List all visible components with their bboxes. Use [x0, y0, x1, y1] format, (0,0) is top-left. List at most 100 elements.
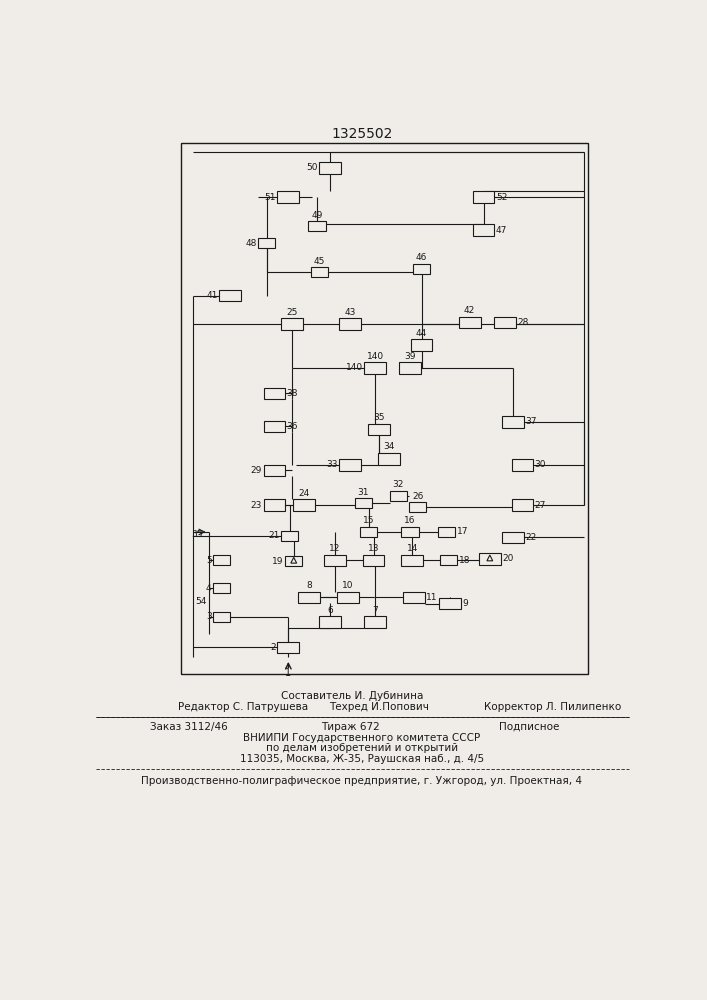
Bar	[364, 362, 386, 374]
Bar	[368, 424, 390, 435]
Bar	[413, 264, 430, 274]
Bar	[512, 499, 533, 511]
Text: 39: 39	[404, 352, 416, 361]
Text: 49: 49	[311, 211, 322, 220]
Text: 12: 12	[329, 544, 341, 553]
Bar	[361, 527, 378, 537]
Text: Составитель И. Дубинина: Составитель И. Дубинина	[281, 691, 423, 701]
Bar	[311, 267, 328, 277]
Text: 22: 22	[525, 533, 537, 542]
Bar	[339, 318, 361, 330]
Text: 26: 26	[412, 492, 423, 501]
Text: 27: 27	[534, 500, 546, 510]
Text: Техред И.Попович: Техред И.Попович	[329, 702, 428, 712]
Text: 34: 34	[383, 442, 395, 451]
Bar	[402, 555, 423, 566]
Bar	[293, 499, 315, 511]
Bar	[219, 290, 241, 301]
Text: ВНИИПИ Государственного комитета СССР: ВНИИПИ Государственного комитета СССР	[243, 733, 481, 743]
Bar	[324, 555, 346, 566]
Text: 19: 19	[272, 557, 284, 566]
Text: 50: 50	[306, 163, 317, 172]
Bar	[378, 453, 400, 465]
Bar	[409, 502, 426, 512]
Bar	[403, 592, 425, 603]
Text: 42: 42	[464, 306, 475, 315]
Text: 45: 45	[314, 257, 325, 266]
Text: 28: 28	[518, 318, 529, 327]
Text: 18: 18	[459, 556, 470, 565]
Bar	[473, 191, 494, 203]
Text: 54: 54	[195, 597, 206, 606]
Bar	[399, 362, 421, 374]
Bar	[213, 583, 230, 593]
Text: 36: 36	[287, 422, 298, 431]
Bar	[277, 642, 299, 653]
Bar	[473, 224, 494, 236]
Bar	[320, 162, 341, 174]
Text: 46: 46	[416, 253, 427, 262]
Text: 1325502: 1325502	[332, 127, 392, 141]
Bar	[337, 592, 359, 603]
Bar	[512, 459, 533, 471]
Text: Редактор С. Патрушева: Редактор С. Патрушева	[177, 702, 308, 712]
Text: 7: 7	[373, 606, 378, 615]
Text: 43: 43	[344, 308, 356, 317]
Bar	[402, 527, 419, 537]
Text: 32: 32	[392, 480, 404, 489]
Text: 1: 1	[285, 668, 291, 678]
Text: 55: 55	[192, 530, 203, 539]
Text: 37: 37	[525, 417, 537, 426]
Bar	[277, 191, 299, 203]
Text: Корректор Л. Пилипенко: Корректор Л. Пилипенко	[484, 702, 621, 712]
Text: 30: 30	[534, 460, 547, 469]
Text: 44: 44	[416, 329, 427, 338]
Text: 20: 20	[502, 554, 513, 563]
Text: 38: 38	[287, 389, 298, 398]
Text: 52: 52	[496, 192, 508, 202]
Text: 25: 25	[286, 308, 298, 317]
Bar	[502, 532, 524, 543]
Text: Подписное: Подписное	[499, 722, 559, 732]
Bar	[285, 556, 303, 566]
Text: 47: 47	[496, 226, 508, 235]
Text: 51: 51	[264, 192, 276, 202]
Text: 11: 11	[426, 593, 438, 602]
Bar	[479, 553, 501, 565]
Bar	[258, 238, 275, 248]
Bar	[264, 499, 285, 511]
Bar	[182, 143, 588, 674]
Text: 5: 5	[206, 556, 211, 565]
Text: 29: 29	[250, 466, 262, 475]
Text: 140: 140	[366, 352, 384, 361]
Bar	[213, 555, 230, 565]
Text: по делам изобретений и открытий: по делам изобретений и открытий	[266, 743, 458, 753]
Bar	[364, 616, 386, 628]
Text: 10: 10	[342, 581, 354, 590]
Text: Тираж 672: Тираж 672	[321, 722, 380, 732]
Bar	[264, 465, 285, 476]
Bar	[308, 221, 325, 231]
Text: 6: 6	[327, 606, 333, 615]
Bar	[502, 416, 524, 428]
Bar	[320, 616, 341, 628]
Bar	[459, 317, 481, 328]
Text: 140: 140	[346, 363, 363, 372]
Bar	[264, 388, 285, 399]
Bar	[355, 498, 372, 508]
Bar	[411, 339, 433, 351]
Text: 48: 48	[245, 239, 257, 248]
Bar	[339, 459, 361, 471]
Text: 21: 21	[269, 531, 280, 540]
Bar	[438, 527, 455, 537]
Bar	[298, 592, 320, 603]
Text: 13: 13	[368, 544, 380, 553]
Text: 24: 24	[298, 489, 310, 498]
Text: 33: 33	[327, 460, 338, 469]
Text: 14: 14	[407, 544, 418, 553]
Text: Заказ 3112/46: Заказ 3112/46	[151, 722, 228, 732]
Polygon shape	[487, 555, 493, 561]
Polygon shape	[291, 557, 297, 563]
Text: 2: 2	[270, 643, 276, 652]
Text: 8: 8	[306, 581, 312, 590]
